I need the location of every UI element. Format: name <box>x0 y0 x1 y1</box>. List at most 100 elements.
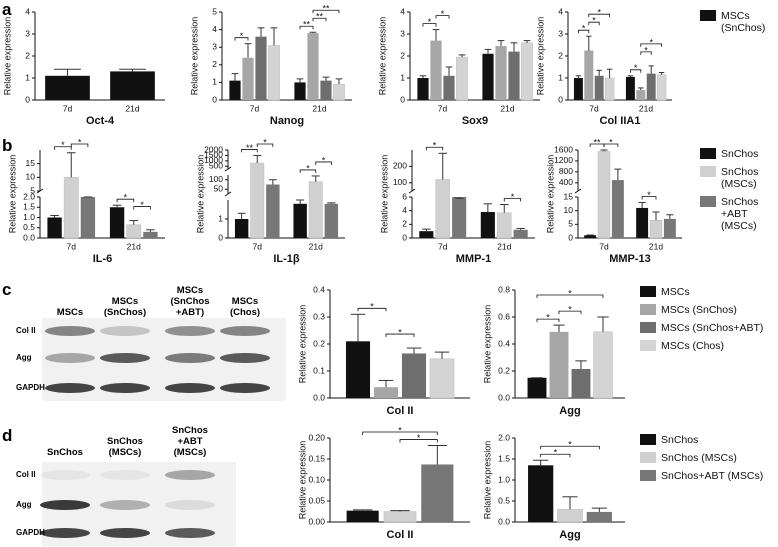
y-axis-title: Relative expression <box>7 155 17 234</box>
x-tick-label: Agg <box>559 529 580 541</box>
bar <box>47 217 62 238</box>
blot-band <box>40 528 90 538</box>
significance-label: * <box>609 137 613 147</box>
error-bar <box>146 229 155 232</box>
blot-column-label: SnChos (MSCs) <box>107 436 143 458</box>
blot-column-label: SnChos +ABT (MSCs) <box>172 425 208 458</box>
error-bar <box>311 175 320 182</box>
bar <box>611 180 624 238</box>
blot-column-label: MSCs (Chos) <box>229 296 261 318</box>
y-tick-label: 0.2 <box>313 338 325 348</box>
legend-swatch <box>700 148 716 159</box>
legend: MSCs MSCs (SnChos) MSCs (SnChos+ABT) MSCs (… <box>640 286 776 352</box>
error-bar <box>638 201 646 208</box>
significance-bracket <box>256 143 274 147</box>
y-tick-label: 0 <box>25 94 30 104</box>
y-tick-label: 0 <box>558 94 563 104</box>
significance-bracket <box>641 196 657 200</box>
error-bar <box>253 154 262 164</box>
y-tick-label: 3 <box>212 41 217 51</box>
significance-label: * <box>649 37 653 47</box>
bar <box>656 74 667 101</box>
significance-bracket <box>116 198 135 203</box>
x-axis-title: Nanog <box>270 115 304 127</box>
y-tick-label: 4 <box>558 6 563 16</box>
error-bar <box>600 149 608 152</box>
blot-band <box>100 353 150 363</box>
bar <box>293 203 307 238</box>
legend: SnChos SnChos (MSCs) SnChos +ABT (MSCs) <box>700 148 776 232</box>
legend-item: MSCs (SnChos) <box>700 10 776 34</box>
bar <box>646 73 656 100</box>
significance-label: * <box>554 448 558 458</box>
legend-swatch <box>640 340 656 351</box>
bar <box>571 368 591 398</box>
legend-label: MSCs (Chos) <box>661 340 725 352</box>
error-bar <box>575 75 582 78</box>
error-bar <box>309 31 317 34</box>
x-axis-title: MMP-1 <box>456 253 491 265</box>
blot-band <box>165 353 215 363</box>
y-tick-label: 1200 <box>554 155 573 165</box>
blot-column-label: MSCs <box>56 307 84 318</box>
y-tick-label: 0.15 <box>308 453 325 463</box>
y-tick-label: 1500 <box>204 150 223 160</box>
legend-label: MSCs (SnChos) <box>721 10 766 34</box>
bar <box>143 231 158 238</box>
x-tick-label: 21d <box>312 103 326 113</box>
x-tick-label: 21d <box>127 241 141 251</box>
blot-band <box>100 383 150 393</box>
error-bar <box>434 351 450 359</box>
significance-bracket <box>536 294 604 298</box>
x-tick-label: 7d <box>253 241 263 251</box>
legend: SnChos SnChos (MSCs) SnChos+ABT (MSCs) <box>640 434 776 482</box>
bar <box>480 212 495 238</box>
bar <box>597 151 611 239</box>
bar <box>430 40 442 100</box>
bar <box>333 83 345 101</box>
error-bar <box>606 68 613 78</box>
significance-label: * <box>263 137 267 147</box>
blot-band <box>100 500 150 510</box>
error-bar <box>335 78 343 85</box>
error-bar <box>119 68 146 72</box>
legend-label: MSCs <box>661 286 690 298</box>
significance-bracket <box>588 21 600 26</box>
x-tick-label: 21d <box>497 241 511 251</box>
y-tick-label: 2.0 <box>23 191 35 201</box>
legend-item: SnChos +ABT (MSCs) <box>700 196 776 232</box>
significance-bracket <box>425 146 444 151</box>
bar <box>495 46 507 100</box>
y-tick-label: 0.1 <box>313 365 325 375</box>
y-tick-label: 0.3 <box>313 311 325 321</box>
significance-bracket <box>234 37 249 41</box>
error-bar <box>497 40 505 47</box>
error-bar <box>296 78 304 83</box>
y-tick-label: 1.0 <box>498 474 510 484</box>
legend-label: SnChos <box>721 148 759 160</box>
panel-label: d <box>2 426 13 445</box>
x-tick-label: Col II <box>387 405 414 417</box>
error-bar <box>257 27 265 37</box>
error-bar <box>50 214 59 218</box>
y-tick-label: 15 <box>564 191 574 201</box>
y-tick-label: 2 <box>402 219 407 229</box>
significance-bracket <box>540 453 571 458</box>
y-tick-label: 0.0 <box>23 232 35 242</box>
significance-bracket <box>357 307 387 312</box>
bar <box>421 464 454 522</box>
bar <box>266 184 280 238</box>
y-tick-label: 50 <box>214 184 224 194</box>
legend-swatch <box>640 304 656 315</box>
bar <box>383 511 417 523</box>
significance-label: * <box>441 9 445 19</box>
error-bar <box>419 75 427 78</box>
y-tick-label: 0.0 <box>498 392 510 402</box>
y-tick-label: 500 <box>209 161 223 171</box>
x-tick-label: Agg <box>559 405 580 417</box>
significance-bracket <box>578 29 590 34</box>
blot-band <box>40 500 90 510</box>
legend-swatch <box>700 166 716 177</box>
y-tick-label: 4 <box>212 24 217 34</box>
blot-column-label: SnChos <box>47 447 83 458</box>
